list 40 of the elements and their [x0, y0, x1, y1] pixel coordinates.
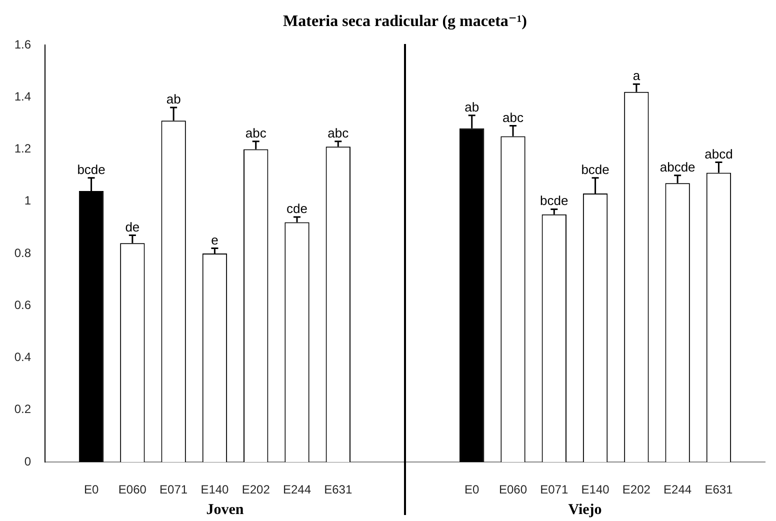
x-tick-label: E060 [118, 482, 147, 497]
annotation: cde [286, 201, 308, 216]
y-tick-label: 0.8 [14, 246, 32, 260]
y-tick-label: 1.2 [14, 142, 32, 156]
annotation: bcde [77, 162, 106, 177]
x-tick-label: E0 [464, 482, 480, 497]
annotation: abc [245, 125, 267, 140]
annotation: a [632, 68, 641, 84]
annotation: e [211, 232, 218, 248]
y-tick-label: 1.4 [14, 89, 32, 104]
annotation: abc [502, 110, 524, 125]
annotation: abc [328, 125, 350, 140]
x-tick-label: E202 [622, 482, 651, 497]
y-tick-label: 0 [24, 454, 32, 468]
x-axis-title: Joven [206, 502, 244, 518]
x-tick-label: E244 [282, 482, 312, 497]
x-tick-label: E631 [704, 482, 734, 497]
y-tick-label: 0.4 [14, 350, 32, 364]
x-tick-label: E244 [664, 482, 692, 497]
y-tick-label: 0.6 [14, 298, 32, 312]
annotation: abcde [660, 159, 696, 174]
annotation: ab [166, 92, 181, 107]
annotation: bcde [540, 193, 568, 208]
x-tick-label: E060 [498, 482, 528, 497]
x-axis-title: Viejo [568, 502, 602, 518]
x-tick-label: E071 [540, 482, 568, 497]
y-tick-label: 1 [24, 194, 32, 208]
annotation: de [125, 219, 140, 234]
x-tick-label: E071 [160, 482, 188, 497]
annotation: ab [464, 99, 480, 114]
x-tick-label: E631 [324, 482, 352, 497]
x-tick-label: E140 [581, 482, 610, 497]
text: Materia seca radicular (g maceta⁻¹) [282, 12, 528, 32]
y-tick-label: 0.2 [14, 402, 32, 416]
x-tick-label: E140 [200, 482, 230, 497]
annotation: bcde [581, 162, 610, 177]
y-tick-label: 1.6 [14, 37, 32, 52]
x-tick-label: E0 [84, 482, 99, 497]
x-tick-label: E202 [242, 482, 270, 497]
annotation: abcd [704, 146, 733, 162]
